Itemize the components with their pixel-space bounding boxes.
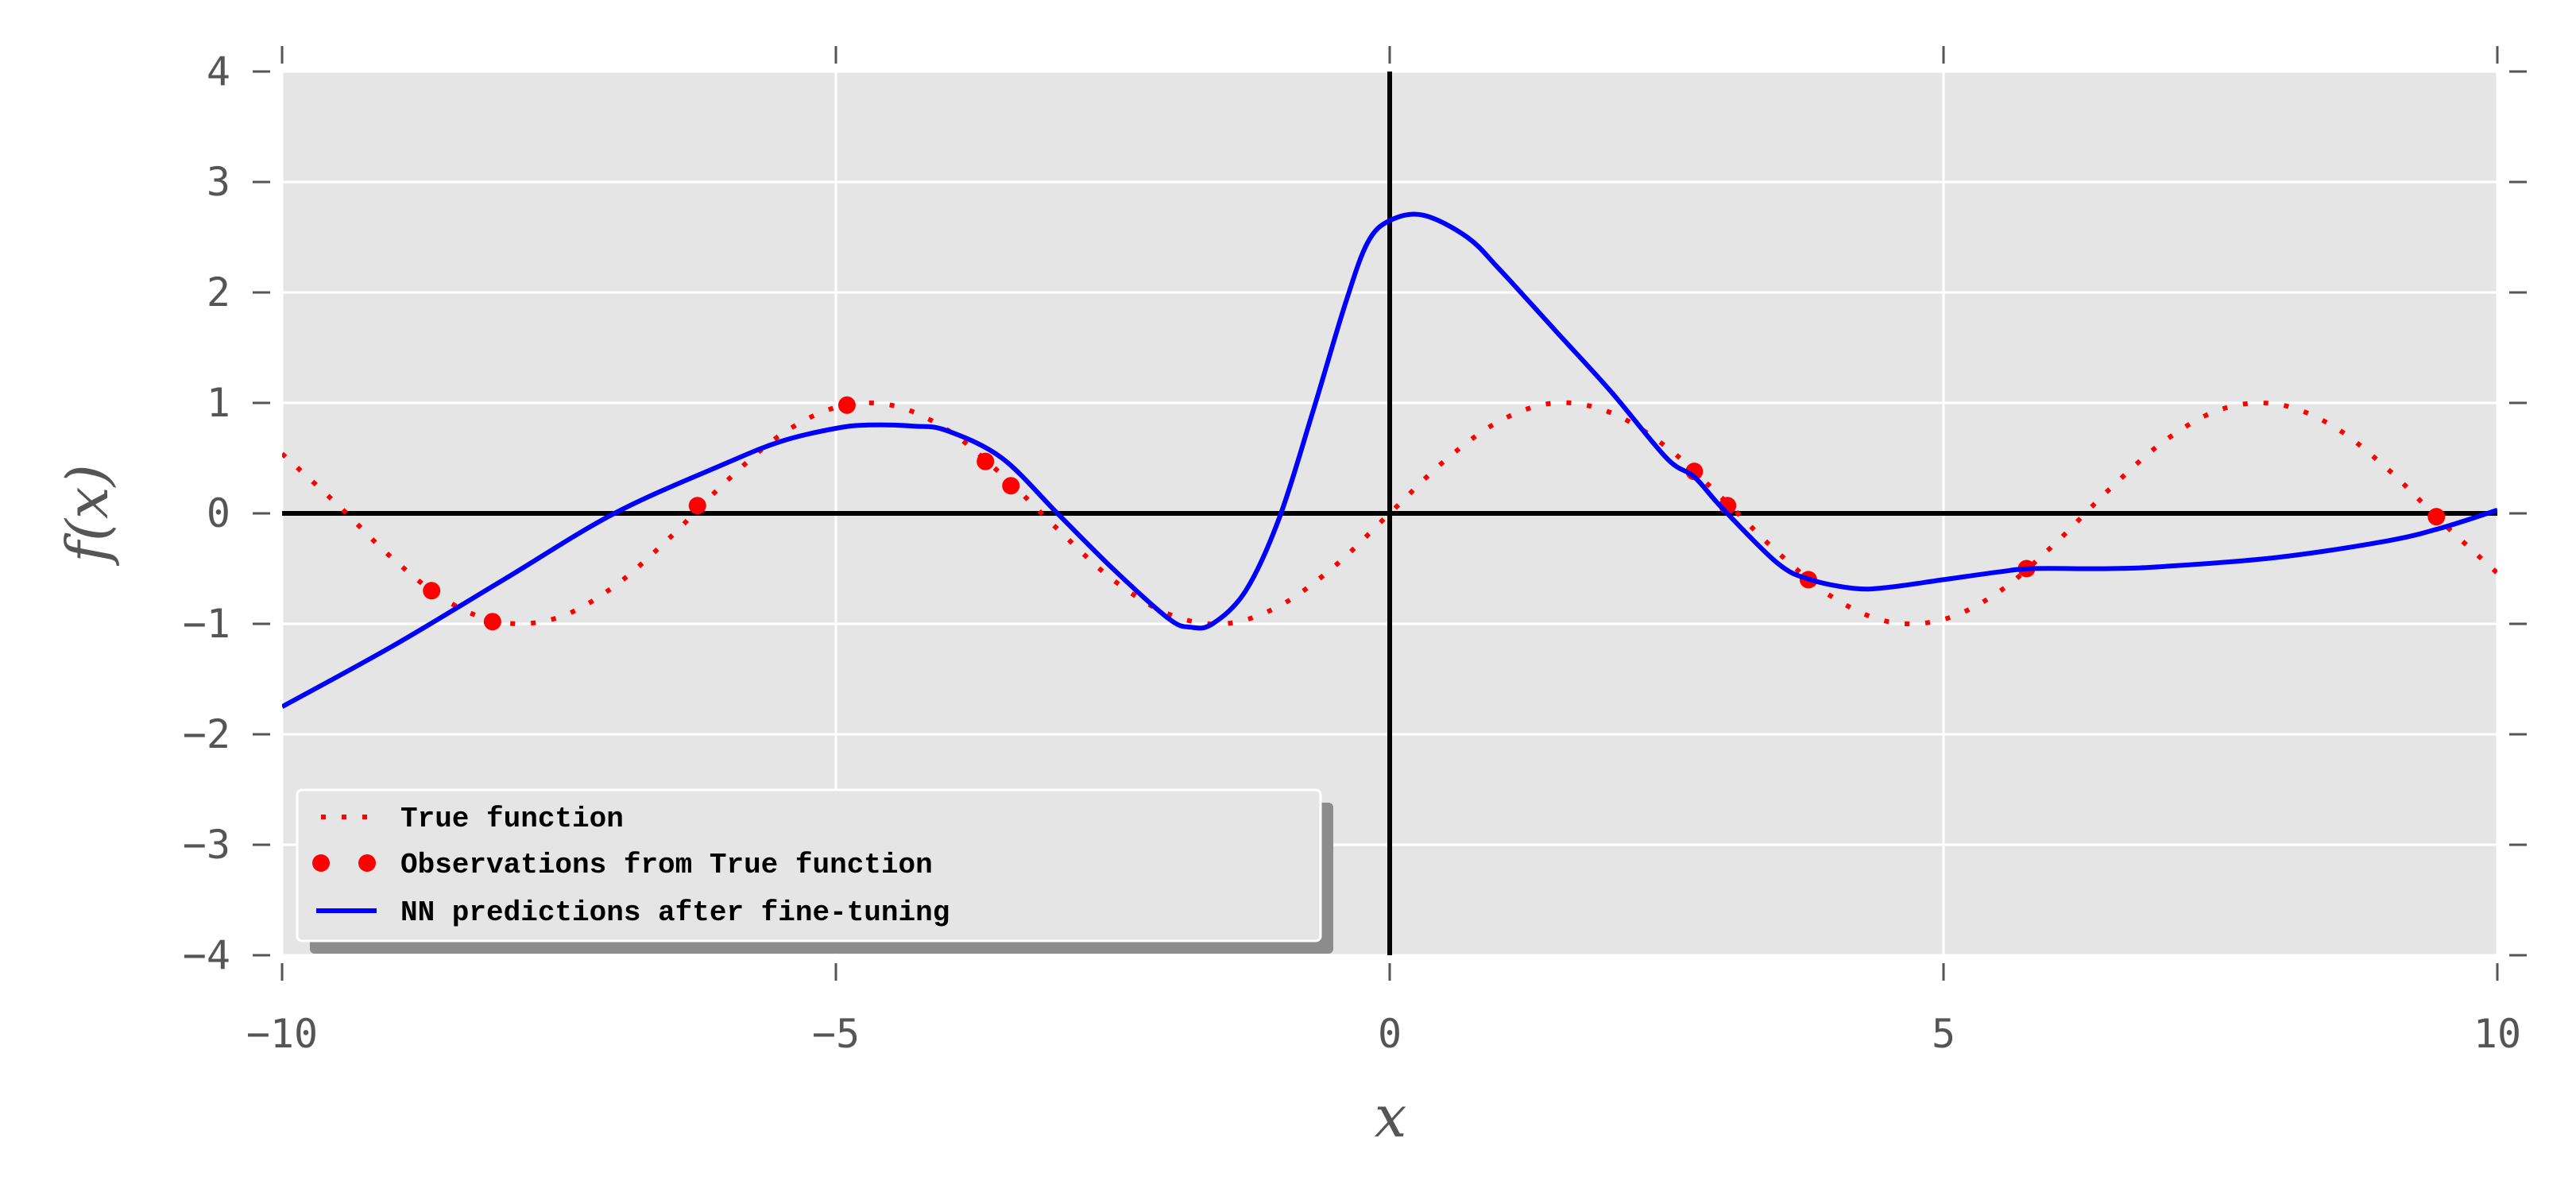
x-tick-label: 0 — [1378, 1011, 1402, 1057]
y-axis-label: f(x) — [54, 464, 121, 566]
legend-swatch-observation — [358, 854, 376, 872]
legend-label: True function — [400, 803, 624, 835]
legend: True function Observations from True func… — [296, 788, 1333, 954]
observation-point — [2427, 508, 2446, 526]
observation-point — [977, 452, 995, 470]
observation-point — [1002, 477, 1020, 495]
nn-prediction-line — [282, 211, 2497, 709]
y-tick-label: −3 — [183, 822, 230, 868]
x-tick-label: −10 — [246, 1011, 318, 1057]
x-axis-label: x — [1375, 1083, 1407, 1150]
y-tick-label: 1 — [207, 380, 230, 426]
x-tick-label: 5 — [1932, 1011, 1955, 1057]
y-tick-label: 0 — [207, 490, 230, 536]
y-tick-label: 4 — [207, 48, 230, 95]
y-tick-label: 3 — [207, 159, 230, 205]
y-tick-label: 2 — [207, 269, 230, 315]
series-layer — [282, 211, 2497, 709]
observation-point — [483, 613, 501, 631]
legend-label: Observations from True function — [400, 849, 933, 881]
x-tick-label: 10 — [2474, 1011, 2521, 1057]
legend-label: NN predictions after fine-tuning — [400, 896, 950, 929]
y-tick-label: −1 — [183, 601, 230, 647]
true-function-line — [282, 400, 2497, 627]
legend-swatch-observation — [312, 854, 330, 872]
y-tick-label: −2 — [183, 711, 230, 757]
x-tick-label: −5 — [812, 1011, 860, 1057]
observation-point — [688, 497, 706, 515]
y-tick-label: −4 — [183, 932, 230, 978]
legend-box — [296, 788, 1322, 943]
observation-point — [423, 582, 441, 600]
observation-point — [837, 396, 856, 414]
